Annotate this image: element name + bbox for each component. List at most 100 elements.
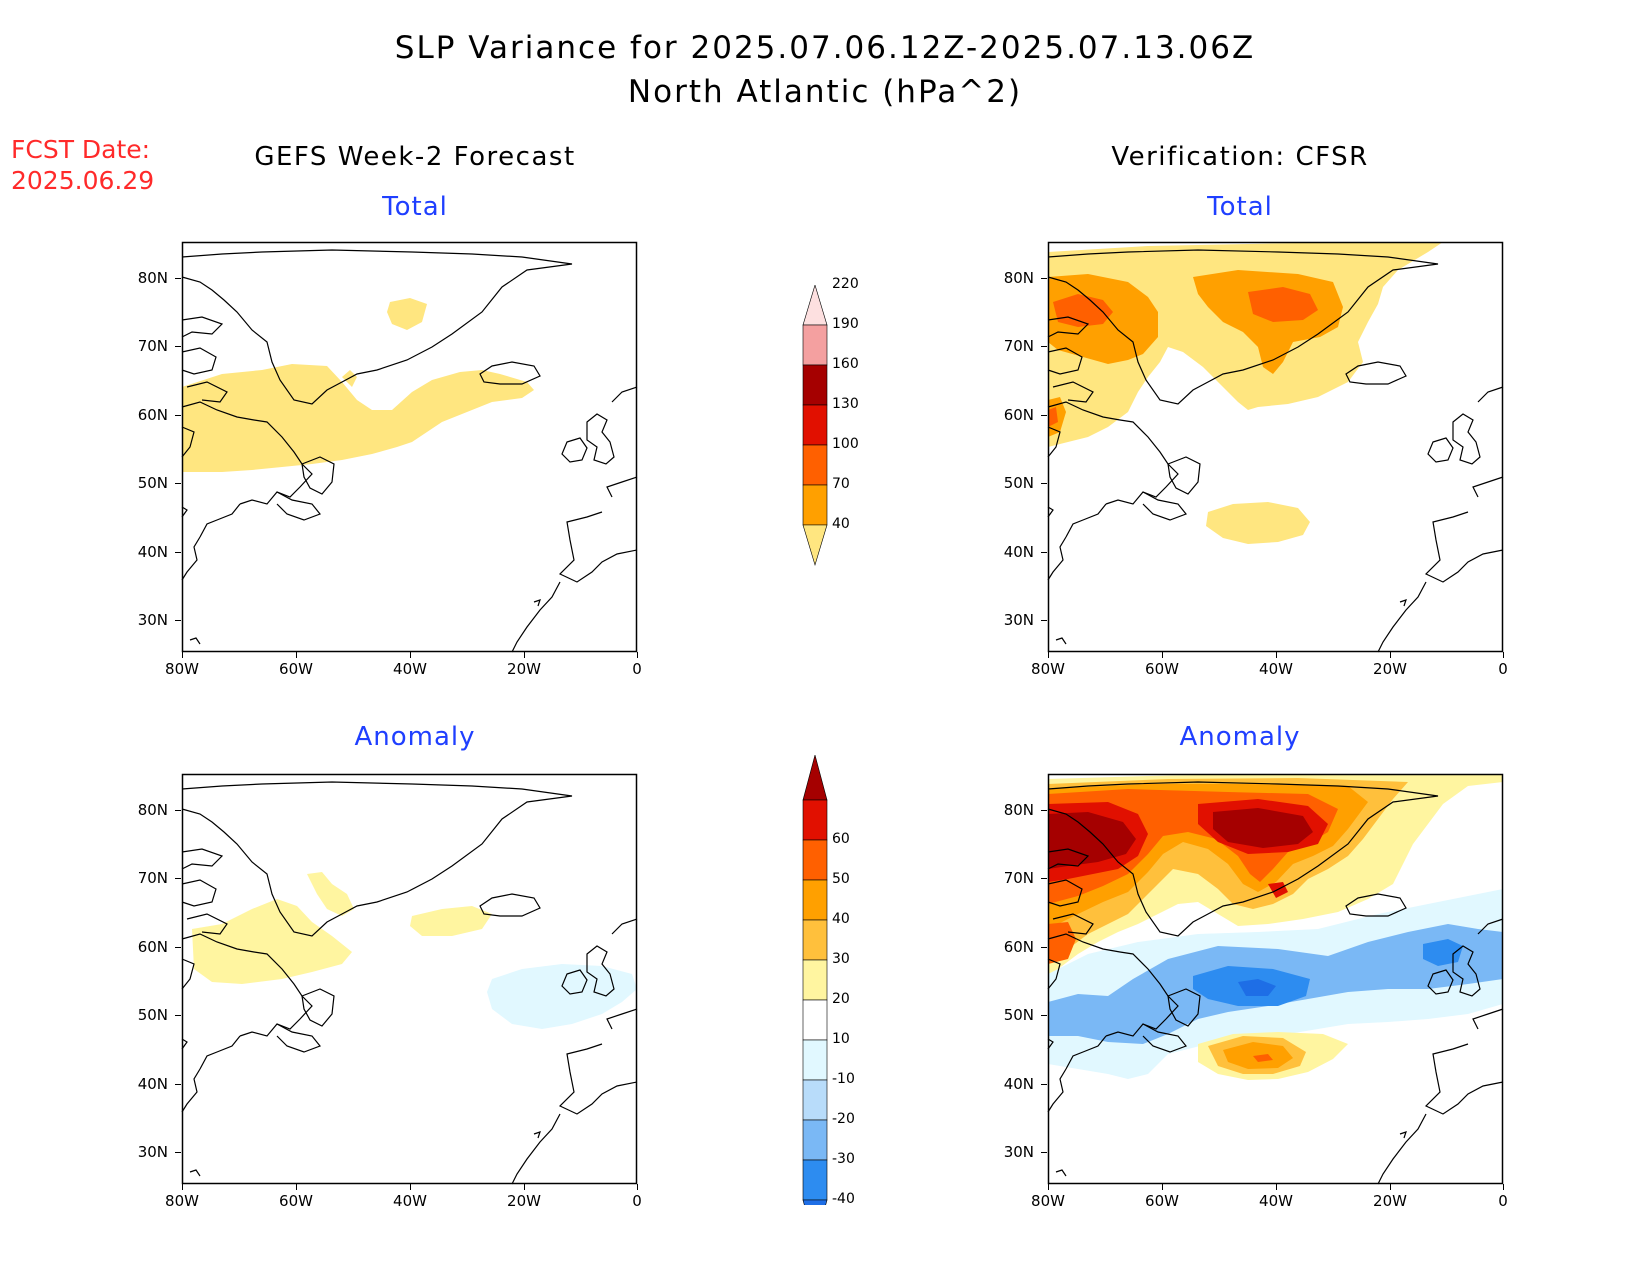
- colorbar-level-label: -30: [832, 1151, 855, 1167]
- gefs-total-lat-tick: [175, 415, 181, 416]
- cfsr-total-lat-label: 80N: [1003, 269, 1034, 287]
- cfsr-anomaly-lon-tick: [1048, 1184, 1049, 1190]
- gefs-anomaly-map: [181, 773, 638, 1185]
- cfsr-total-lat-label: 70N: [1003, 337, 1034, 355]
- cfsr-anomaly-lat-tick: [1041, 878, 1047, 879]
- colorbar-level-label: 70: [832, 476, 850, 492]
- gefs-total-lon-label: 40W: [393, 660, 427, 678]
- colorbar-level-label: 50: [832, 871, 850, 887]
- colorbar-segment: [802, 1119, 828, 1161]
- gefs-total-lat-tick: [175, 278, 181, 279]
- cfsr-anomaly-lat-label: 40N: [1003, 1075, 1034, 1093]
- shade-40-70: [182, 364, 534, 472]
- cfsr-anomaly-lon-label: 40W: [1259, 1192, 1293, 1210]
- gefs-anomaly-lat-tick: [175, 810, 181, 811]
- cfsr-total-lat-tick: [1041, 620, 1047, 621]
- colorbar-segment: [802, 999, 828, 1041]
- gefs-anomaly-lon-tick: [410, 1184, 411, 1190]
- colorbar-level-label: -40: [832, 1191, 855, 1207]
- gefs-total-lon-label: 80W: [165, 660, 199, 678]
- cfsr-anomaly-map: [1047, 773, 1504, 1185]
- left-column-title: GEFS Week-2 Forecast: [254, 142, 576, 172]
- cfsr-total-lon-tick: [1503, 652, 1504, 658]
- colorbar-level-label: 10: [832, 1031, 850, 1047]
- shade-pos-south-40-50: [1253, 1054, 1273, 1062]
- gefs-total-lat-label: 80N: [137, 269, 168, 287]
- gefs-anomaly-lat-label: 50N: [137, 1006, 168, 1024]
- cfsr-anomaly-lat-tick: [1041, 810, 1047, 811]
- gefs-total-lon-tick: [296, 652, 297, 658]
- fcst-date-value: 2025.06.29: [11, 166, 155, 195]
- gefs-anomaly-lon-tick: [182, 1184, 183, 1190]
- cfsr-anomaly-lon-tick: [1162, 1184, 1163, 1190]
- colorbar-level-label: 130: [832, 396, 859, 412]
- colorbar-level-label: 20: [832, 991, 850, 1007]
- total-colorbar: [802, 285, 828, 567]
- cfsr-total-lat-tick: [1041, 415, 1047, 416]
- colorbar-level-label: 60: [832, 831, 850, 847]
- shade-neg-10-20: [487, 964, 637, 1029]
- cfsr-total-lat-tick: [1041, 483, 1047, 484]
- colorbar-level-label: 100: [832, 436, 859, 452]
- cfsr-total-lat-tick: [1041, 346, 1047, 347]
- colorbar-segment: [802, 484, 828, 526]
- gefs-total-lat-label: 50N: [137, 474, 168, 492]
- cfsr-total-lon-label: 60W: [1145, 660, 1179, 678]
- cfsr-anomaly-lat-label: 50N: [1003, 1006, 1034, 1024]
- cfsr-anomaly-lat-tick: [1041, 1152, 1047, 1153]
- main-title: SLP Variance for 2025.07.06.12Z-2025.07.…: [394, 30, 1256, 66]
- cfsr-anomaly-lat-tick: [1041, 947, 1047, 948]
- shade-pos-10-20-b: [307, 872, 354, 916]
- colorbar-level-label: 190: [832, 316, 859, 332]
- cfsr-total-lon-label: 40W: [1259, 660, 1293, 678]
- cfsr-anomaly-lon-label: 20W: [1373, 1192, 1407, 1210]
- colorbar-level-label: -20: [832, 1111, 855, 1127]
- anomaly-colorbar: [802, 755, 828, 1205]
- gefs-anomaly-lat-label: 80N: [137, 801, 168, 819]
- shade-neg-40: [1238, 979, 1276, 996]
- gefs-anomaly-lon-label: 20W: [507, 1192, 541, 1210]
- cfsr-total-lon-label: 80W: [1031, 660, 1065, 678]
- gefs-total-lat-label: 40N: [137, 543, 168, 561]
- colorbar-segment: [802, 404, 828, 446]
- gefs-total-lon-tick: [410, 652, 411, 658]
- gefs-anomaly-lat-tick: [175, 1152, 181, 1153]
- shade-pos-10-20-c: [410, 906, 492, 936]
- gefs-anomaly-lat-tick: [175, 1084, 181, 1085]
- cfsr-total-lat-label: 40N: [1003, 543, 1034, 561]
- gefs-anomaly-lat-label: 70N: [137, 869, 168, 887]
- gefs-total-lon-label: 20W: [507, 660, 541, 678]
- shade-40-70-b: [387, 298, 427, 330]
- cfsr-total-lon-label: 20W: [1373, 660, 1407, 678]
- shade-100-130-b: [1248, 287, 1318, 322]
- shade-100-130: [1053, 294, 1113, 327]
- gefs-total-lat-label: 30N: [137, 611, 168, 629]
- gefs-total-lat-tick: [175, 483, 181, 484]
- colorbar-bottom-tip: [802, 1199, 828, 1205]
- shade-100-130-c: [1048, 407, 1058, 427]
- gefs-anomaly-lat-label: 60N: [137, 938, 168, 956]
- gefs-total-lon-label: 60W: [279, 660, 313, 678]
- left-total-title: Total: [382, 192, 448, 222]
- gefs-anomaly-lon-label: 60W: [279, 1192, 313, 1210]
- gefs-anomaly-lon-tick: [524, 1184, 525, 1190]
- gefs-anomaly-lat-tick: [175, 947, 181, 948]
- shade-pos-60-b: [1213, 808, 1313, 848]
- colorbar-level-label: 40: [832, 516, 850, 532]
- gefs-anomaly-lat-tick: [175, 878, 181, 879]
- cfsr-total-lat-label: 60N: [1003, 406, 1034, 424]
- cfsr-anomaly-lat-label: 80N: [1003, 801, 1034, 819]
- colorbar-segment: [802, 364, 828, 406]
- gefs-total-lat-label: 70N: [137, 337, 168, 355]
- right-total-title: Total: [1207, 192, 1273, 222]
- shade-40-70-b: [1206, 502, 1310, 544]
- colorbar-segment: [802, 1039, 828, 1081]
- gefs-anomaly-lon-label: 40W: [393, 1192, 427, 1210]
- colorbar-level-label: 40: [832, 911, 850, 927]
- right-anomaly-title: Anomaly: [1179, 722, 1301, 752]
- cfsr-total-lat-tick: [1041, 278, 1047, 279]
- gefs-total-lon-label: 0: [632, 660, 642, 678]
- gefs-total-lat-tick: [175, 552, 181, 553]
- cfsr-anomaly-lon-label: 80W: [1031, 1192, 1065, 1210]
- cfsr-total-lon-tick: [1390, 652, 1391, 658]
